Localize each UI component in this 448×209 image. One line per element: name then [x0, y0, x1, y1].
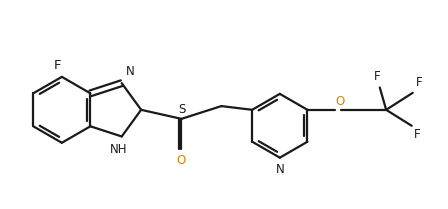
- Text: N: N: [276, 163, 284, 176]
- Text: NH: NH: [110, 143, 128, 156]
- Text: O: O: [177, 154, 186, 167]
- Text: S: S: [178, 103, 185, 116]
- Text: O: O: [336, 95, 345, 108]
- Text: F: F: [414, 128, 421, 141]
- Text: N: N: [125, 65, 134, 78]
- Text: F: F: [415, 76, 422, 89]
- Text: F: F: [374, 70, 380, 83]
- Text: F: F: [54, 59, 61, 71]
